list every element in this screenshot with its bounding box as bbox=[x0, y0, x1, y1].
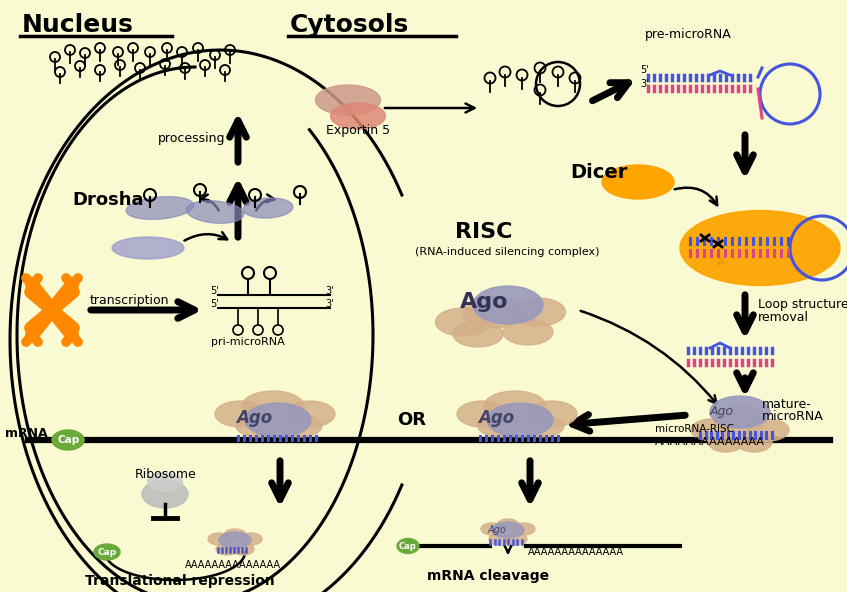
Ellipse shape bbox=[52, 430, 84, 450]
Ellipse shape bbox=[473, 286, 543, 324]
Ellipse shape bbox=[527, 401, 577, 427]
Ellipse shape bbox=[216, 543, 238, 555]
Ellipse shape bbox=[435, 308, 490, 336]
Ellipse shape bbox=[219, 532, 251, 548]
Text: microRNA-RISC: microRNA-RISC bbox=[655, 424, 734, 434]
Ellipse shape bbox=[232, 543, 254, 555]
Ellipse shape bbox=[708, 432, 744, 452]
Ellipse shape bbox=[112, 237, 184, 259]
Ellipse shape bbox=[747, 419, 789, 441]
Text: AAAAAAAAAAAAAA: AAAAAAAAAAAAAA bbox=[528, 547, 624, 557]
Text: 5': 5' bbox=[640, 65, 649, 75]
Ellipse shape bbox=[236, 415, 280, 437]
Ellipse shape bbox=[453, 321, 503, 347]
Ellipse shape bbox=[208, 533, 230, 545]
Ellipse shape bbox=[315, 85, 380, 115]
Ellipse shape bbox=[240, 533, 262, 545]
Ellipse shape bbox=[710, 396, 770, 428]
Text: Drosha: Drosha bbox=[72, 191, 143, 209]
Text: Ago: Ago bbox=[478, 409, 514, 427]
Text: Ago: Ago bbox=[488, 525, 507, 535]
Text: Cap: Cap bbox=[57, 435, 80, 445]
Ellipse shape bbox=[126, 197, 194, 220]
Text: pre-microRNA: pre-microRNA bbox=[645, 28, 732, 41]
Ellipse shape bbox=[505, 533, 527, 545]
Ellipse shape bbox=[736, 432, 772, 452]
Text: mRNA: mRNA bbox=[5, 427, 47, 440]
Text: OR: OR bbox=[397, 411, 426, 429]
Text: removal: removal bbox=[758, 311, 809, 324]
Text: 3': 3' bbox=[325, 286, 334, 296]
Ellipse shape bbox=[478, 415, 522, 437]
Text: Ago: Ago bbox=[710, 405, 734, 418]
Ellipse shape bbox=[487, 403, 553, 437]
Text: Ribosome: Ribosome bbox=[135, 468, 197, 481]
Text: Cap: Cap bbox=[399, 542, 417, 551]
Text: mRNA cleavage: mRNA cleavage bbox=[427, 569, 549, 583]
Ellipse shape bbox=[484, 391, 546, 421]
Ellipse shape bbox=[215, 401, 265, 427]
Ellipse shape bbox=[142, 480, 188, 508]
Ellipse shape bbox=[503, 319, 553, 345]
Ellipse shape bbox=[242, 391, 304, 421]
Ellipse shape bbox=[520, 415, 564, 437]
Ellipse shape bbox=[330, 103, 385, 129]
Ellipse shape bbox=[457, 401, 507, 427]
Text: Nucleus: Nucleus bbox=[22, 13, 134, 37]
Text: 3': 3' bbox=[640, 79, 649, 89]
Ellipse shape bbox=[224, 529, 246, 541]
Ellipse shape bbox=[186, 201, 244, 223]
Ellipse shape bbox=[513, 523, 535, 535]
Ellipse shape bbox=[147, 473, 182, 491]
Text: transcription: transcription bbox=[90, 294, 169, 307]
Ellipse shape bbox=[481, 523, 503, 535]
Text: Cap: Cap bbox=[97, 548, 116, 557]
Ellipse shape bbox=[463, 296, 523, 328]
Ellipse shape bbox=[492, 522, 524, 538]
Ellipse shape bbox=[489, 533, 511, 545]
Ellipse shape bbox=[691, 419, 733, 441]
Text: Ago: Ago bbox=[236, 409, 272, 427]
Text: Dicer: Dicer bbox=[570, 163, 628, 182]
Ellipse shape bbox=[243, 198, 293, 218]
Text: 5': 5' bbox=[210, 299, 219, 309]
Text: Loop structure: Loop structure bbox=[758, 298, 847, 311]
Text: AAAAAAAAAAAAAA: AAAAAAAAAAAAAA bbox=[655, 437, 765, 447]
Text: 5': 5' bbox=[210, 286, 219, 296]
Text: RISC: RISC bbox=[455, 222, 512, 242]
Ellipse shape bbox=[278, 415, 322, 437]
Text: mature-: mature- bbox=[762, 398, 811, 411]
Ellipse shape bbox=[94, 544, 120, 560]
Text: pri-microRNA: pri-microRNA bbox=[211, 337, 285, 347]
Text: Translational repression: Translational repression bbox=[86, 574, 275, 588]
Ellipse shape bbox=[245, 403, 311, 437]
Text: Exportin 5: Exportin 5 bbox=[326, 124, 390, 137]
Text: (RNA-induced silencing complex): (RNA-induced silencing complex) bbox=[415, 247, 600, 257]
Ellipse shape bbox=[285, 401, 335, 427]
Text: AAAAAAAAAAAAAA: AAAAAAAAAAAAAA bbox=[185, 560, 281, 570]
Text: microRNA: microRNA bbox=[762, 410, 824, 423]
Ellipse shape bbox=[511, 298, 566, 326]
Text: Cytosols: Cytosols bbox=[290, 13, 409, 37]
Ellipse shape bbox=[397, 539, 419, 554]
Text: processing: processing bbox=[158, 132, 225, 145]
Ellipse shape bbox=[714, 406, 766, 434]
Ellipse shape bbox=[680, 211, 840, 285]
Ellipse shape bbox=[602, 165, 674, 199]
Ellipse shape bbox=[497, 519, 519, 531]
Text: Ago: Ago bbox=[460, 292, 508, 312]
Text: 3': 3' bbox=[325, 299, 334, 309]
